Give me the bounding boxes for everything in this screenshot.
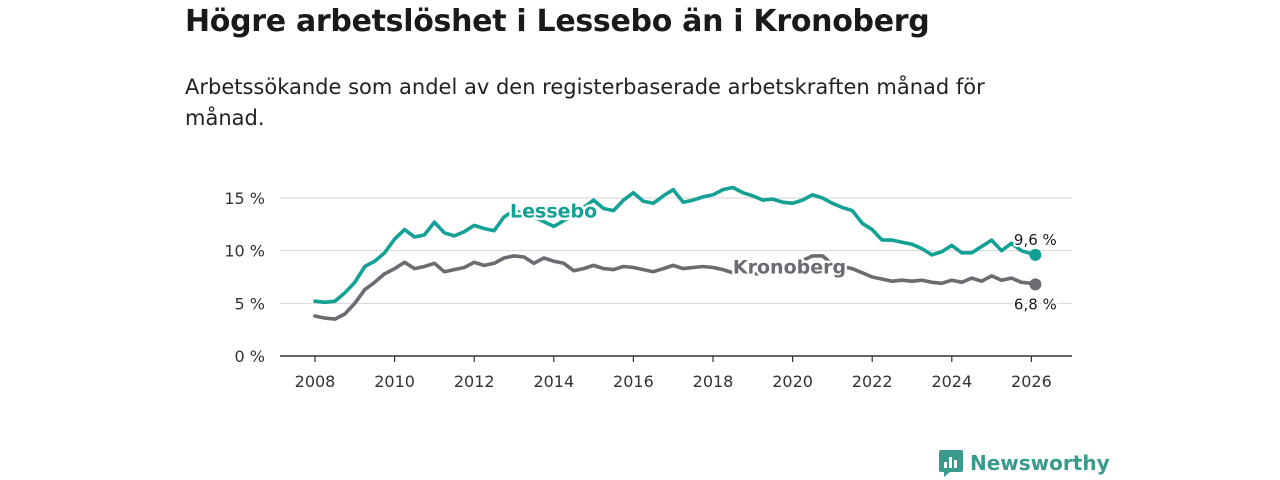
end-point-kronoberg bbox=[1029, 278, 1042, 291]
x-tick-label: 2022 bbox=[852, 372, 893, 391]
x-tick-label: 2020 bbox=[772, 372, 813, 391]
series-label-lessebo: Lessebo bbox=[510, 201, 597, 223]
chart-title: Högre arbetslöshet i Lessebo än i Kronob… bbox=[185, 4, 930, 39]
end-value-label-kronoberg: 6,8 % bbox=[1014, 295, 1057, 313]
y-tick-label: 15 % bbox=[224, 189, 265, 208]
brand-logo[interactable]: Newsworthy bbox=[938, 448, 1110, 478]
brand-name: Newsworthy bbox=[970, 451, 1110, 475]
y-tick-label: 5 % bbox=[235, 294, 265, 313]
x-tick-label: 2024 bbox=[931, 372, 972, 391]
series-labels: Lessebo Kronoberg 9,6 % 6,8 % bbox=[508, 198, 1059, 315]
end-value-label-lessebo: 9,6 % bbox=[1014, 231, 1057, 249]
y-tick-label: 0 % bbox=[235, 347, 265, 366]
x-tick-label: 2008 bbox=[295, 372, 336, 391]
newsworthy-logo-icon bbox=[939, 450, 963, 477]
x-axis: 2008 2010 2012 2014 2016 2018 2020 2022 2024 2026 bbox=[280, 355, 1072, 391]
grid-lines: 0 % 5 % 10 % 15 % bbox=[224, 189, 1072, 366]
series-line-kronoberg bbox=[313, 254, 1038, 321]
series-label-kronoberg: Kronoberg bbox=[733, 256, 846, 278]
series-line-lessebo bbox=[313, 185, 1038, 305]
x-tick-label: 2010 bbox=[374, 372, 415, 391]
x-tick-label: 2018 bbox=[693, 372, 734, 391]
y-tick-label: 10 % bbox=[224, 242, 265, 261]
x-tick-label: 2014 bbox=[533, 372, 574, 391]
x-tick-label: 2012 bbox=[454, 372, 495, 391]
x-tick-label: 2016 bbox=[613, 372, 654, 391]
x-tick-label: 2026 bbox=[1011, 372, 1052, 391]
end-point-lessebo bbox=[1029, 248, 1042, 261]
chart-subtitle: Arbetssökande som andel av den registerb… bbox=[185, 75, 985, 130]
series-lines bbox=[313, 185, 1042, 321]
